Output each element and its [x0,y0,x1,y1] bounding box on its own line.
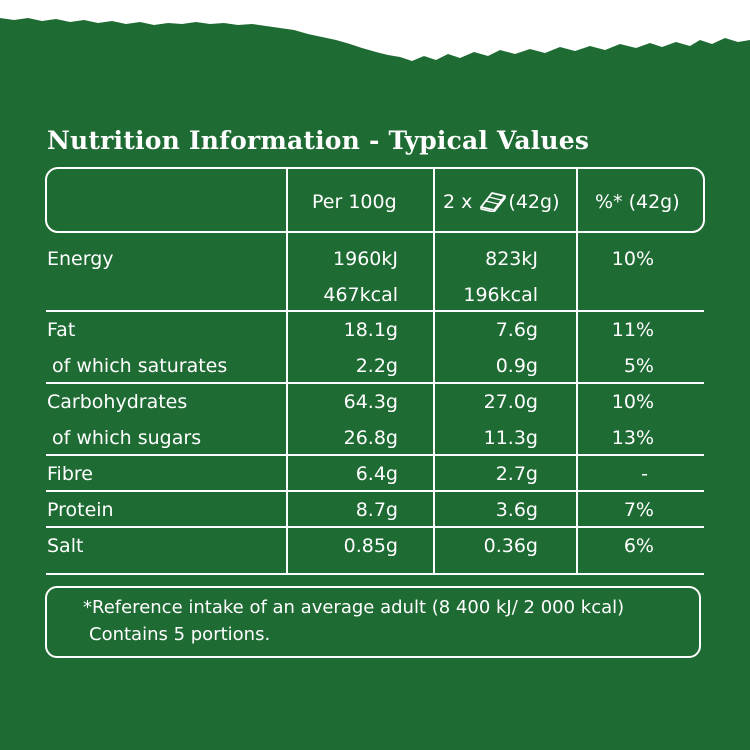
saturates-portion: 0.9g [495,355,538,377]
header-portion-prefix: 2 x [443,191,473,213]
footnote-box: *Reference intake of an average adult (8… [45,586,701,658]
fat-per100: 18.1g [343,319,398,341]
protein-portion: 3.6g [495,499,538,521]
energy-per100-kj: 1960kJ [333,248,398,270]
energy-ri: 10% [611,248,654,270]
energy-portion-kcal: 196kcal [463,284,538,306]
header-reference-intake: %* (42g) [595,191,680,213]
row-label-energy: Energy [47,248,114,270]
row-label-carbohydrates: Carbohydrates [47,391,188,413]
row-label-protein: Protein [47,499,114,521]
protein-per100: 8.7g [355,499,398,521]
salt-per100: 0.85g [343,535,398,557]
row-label-fat: Fat [47,319,76,341]
energy-portion-kj: 823kJ [485,248,538,270]
row-label-sugars: of which sugars [52,427,202,449]
torn-paper-edge [0,0,750,61]
footnote-portions: Contains 5 portions. [89,624,271,645]
row-label-saturates: of which saturates [52,355,228,377]
row-label-salt: Salt [47,535,84,557]
fat-ri: 11% [611,319,654,341]
fibre-per100: 6.4g [355,463,398,485]
fat-portion: 7.6g [495,319,538,341]
footnote-reference-intake: *Reference intake of an average adult (8… [83,597,625,618]
header-portion-suffix: (42g) [508,191,560,213]
saturates-per100: 2.2g [355,355,398,377]
carbohydrates-ri: 10% [611,391,654,413]
salt-ri: 6% [623,535,654,557]
fibre-portion: 2.7g [495,463,538,485]
chocolate-bar-icon [480,192,507,212]
saturates-ri: 5% [623,355,654,377]
sugars-ri: 13% [611,427,654,449]
fibre-ri: - [641,463,648,485]
energy-per100-kcal: 467kcal [323,284,398,306]
salt-portion: 0.36g [483,535,538,557]
header-portion: 2 x (42g) [443,190,559,214]
carbohydrates-portion: 27.0g [483,391,538,413]
sugars-per100: 26.8g [343,427,398,449]
sugars-portion: 11.3g [483,427,538,449]
header-per-100g: Per 100g [312,191,397,213]
carbohydrates-per100: 64.3g [343,391,398,413]
table-title: Nutrition Information - Typical Values [47,126,590,155]
protein-ri: 7% [623,499,654,521]
row-label-fibre: Fibre [47,463,93,485]
